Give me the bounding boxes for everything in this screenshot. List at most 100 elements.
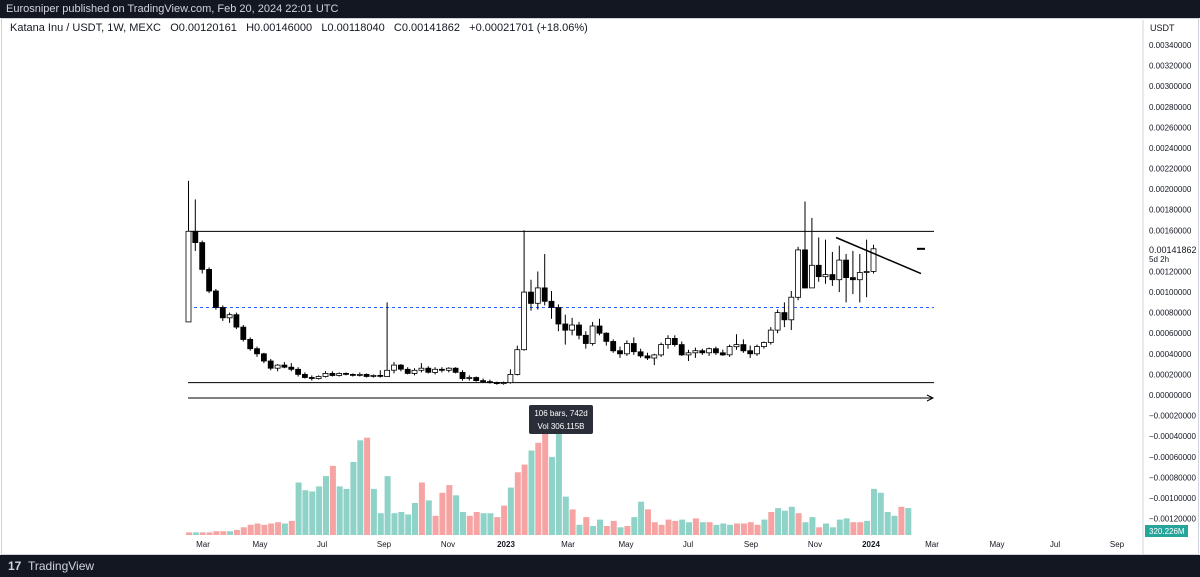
time-tick-label: Sep — [1110, 540, 1125, 549]
volume-bar — [487, 513, 494, 535]
candle-body — [247, 338, 254, 350]
tradingview-brand[interactable]: TradingView — [28, 559, 95, 573]
volume-bar — [651, 522, 658, 535]
descending-trendline[interactable] — [835, 236, 922, 275]
candle-body — [260, 353, 267, 362]
drawings — [188, 236, 935, 402]
candle-body — [870, 248, 877, 272]
price-tick-label: −0.00040000 — [1149, 432, 1196, 441]
candle-body — [343, 372, 349, 375]
volume-bar — [829, 527, 836, 535]
volume-bar — [734, 523, 740, 535]
candle-body — [438, 368, 445, 371]
candle-body — [514, 349, 521, 375]
volume-bar — [268, 523, 275, 535]
candle-body — [411, 369, 418, 374]
candle-body — [534, 287, 541, 304]
price-tick-label: −0.00080000 — [1149, 473, 1196, 482]
volume-bar — [288, 520, 295, 535]
volume-bar — [240, 527, 247, 535]
volume-bar — [809, 517, 816, 535]
candle-body — [651, 354, 658, 359]
candle-body — [733, 344, 740, 348]
volume-bar — [528, 450, 535, 535]
candle-body — [699, 350, 706, 354]
candle-body — [185, 230, 192, 323]
volume-bar — [740, 523, 747, 535]
candle-body — [637, 351, 644, 357]
volume-bar — [645, 509, 651, 535]
tradingview-logo[interactable]: 17 — [8, 559, 22, 573]
candle-body — [480, 380, 487, 383]
candle-body — [384, 369, 391, 377]
volume-bar — [638, 501, 645, 535]
volume-bar — [877, 492, 884, 535]
volume-bar — [494, 517, 501, 535]
candle-body — [212, 290, 219, 308]
candle-body — [274, 364, 281, 369]
candlesticks — [185, 180, 877, 385]
time-tick-label: 2024 — [862, 540, 880, 549]
volume-bar — [631, 517, 638, 535]
legend-change: +0.00021701 (+18.06%) — [469, 22, 588, 34]
volume-bar — [857, 522, 864, 535]
volume-bar — [186, 532, 192, 535]
volume-bar — [364, 437, 371, 535]
volume-bar — [768, 512, 775, 535]
candle-body — [548, 300, 555, 308]
time-tick-label: Sep — [744, 540, 759, 549]
countdown-label: 5d 2h — [1149, 255, 1169, 264]
volume-bar — [302, 490, 309, 535]
candle-body — [671, 337, 678, 345]
candle-body — [788, 296, 795, 321]
measure-arrow-head — [926, 394, 935, 402]
candle-body — [836, 259, 843, 281]
candle-body — [692, 350, 699, 354]
time-tick-label: Nov — [808, 540, 822, 549]
candle-body — [603, 332, 610, 342]
volume-bar — [864, 520, 871, 535]
candle-body — [713, 348, 719, 354]
volume-bar — [754, 524, 761, 535]
volume-label-bg — [1145, 525, 1188, 537]
last-price-tick — [917, 247, 925, 250]
time-tick-label: Jul — [1050, 540, 1060, 549]
time-tick-label: Sep — [377, 540, 392, 549]
volume-bar — [446, 485, 453, 535]
legend-close: C0.00141862 — [393, 22, 460, 34]
volume-bar — [761, 519, 768, 535]
price-tick-label: 0.00180000 — [1149, 206, 1192, 215]
volume-bar — [617, 527, 624, 535]
volume-bar — [597, 519, 603, 535]
price-tick-label: 0.00100000 — [1149, 288, 1192, 297]
volume-bar — [535, 442, 542, 535]
volume-bar — [233, 529, 240, 535]
volume-bar — [295, 482, 302, 535]
candle-body — [747, 350, 754, 355]
candle-body — [432, 368, 439, 373]
time-tick-label: Nov — [441, 540, 455, 549]
volume-bars — [186, 407, 912, 535]
candle-body — [685, 352, 692, 356]
symbol-legend: Katana Inu / USDT, 1W, MEXC O0.00120161 … — [10, 22, 588, 34]
price-tick-label: 0.00300000 — [1149, 82, 1192, 91]
candle-body — [706, 348, 712, 354]
price-axis-currency: USDT — [1150, 23, 1175, 33]
volume-bar — [610, 520, 617, 535]
candle-body — [562, 323, 569, 331]
price-tick-label: 0.00320000 — [1149, 62, 1192, 71]
legend-symbol[interactable]: Katana Inu / USDT, 1W, MEXC — [10, 22, 162, 34]
volume-bar — [871, 488, 877, 535]
volume-bar — [418, 482, 425, 535]
price-tick-label: 0.00120000 — [1149, 268, 1192, 277]
volume-bar — [816, 527, 823, 535]
volume-bar — [706, 522, 713, 535]
volume-bar — [412, 503, 418, 535]
volume-bar — [542, 427, 549, 535]
candle-body — [322, 372, 329, 377]
candle-body — [336, 372, 343, 376]
volume-bar — [350, 462, 357, 535]
volume-bar — [316, 486, 323, 535]
candle-body — [624, 343, 630, 355]
